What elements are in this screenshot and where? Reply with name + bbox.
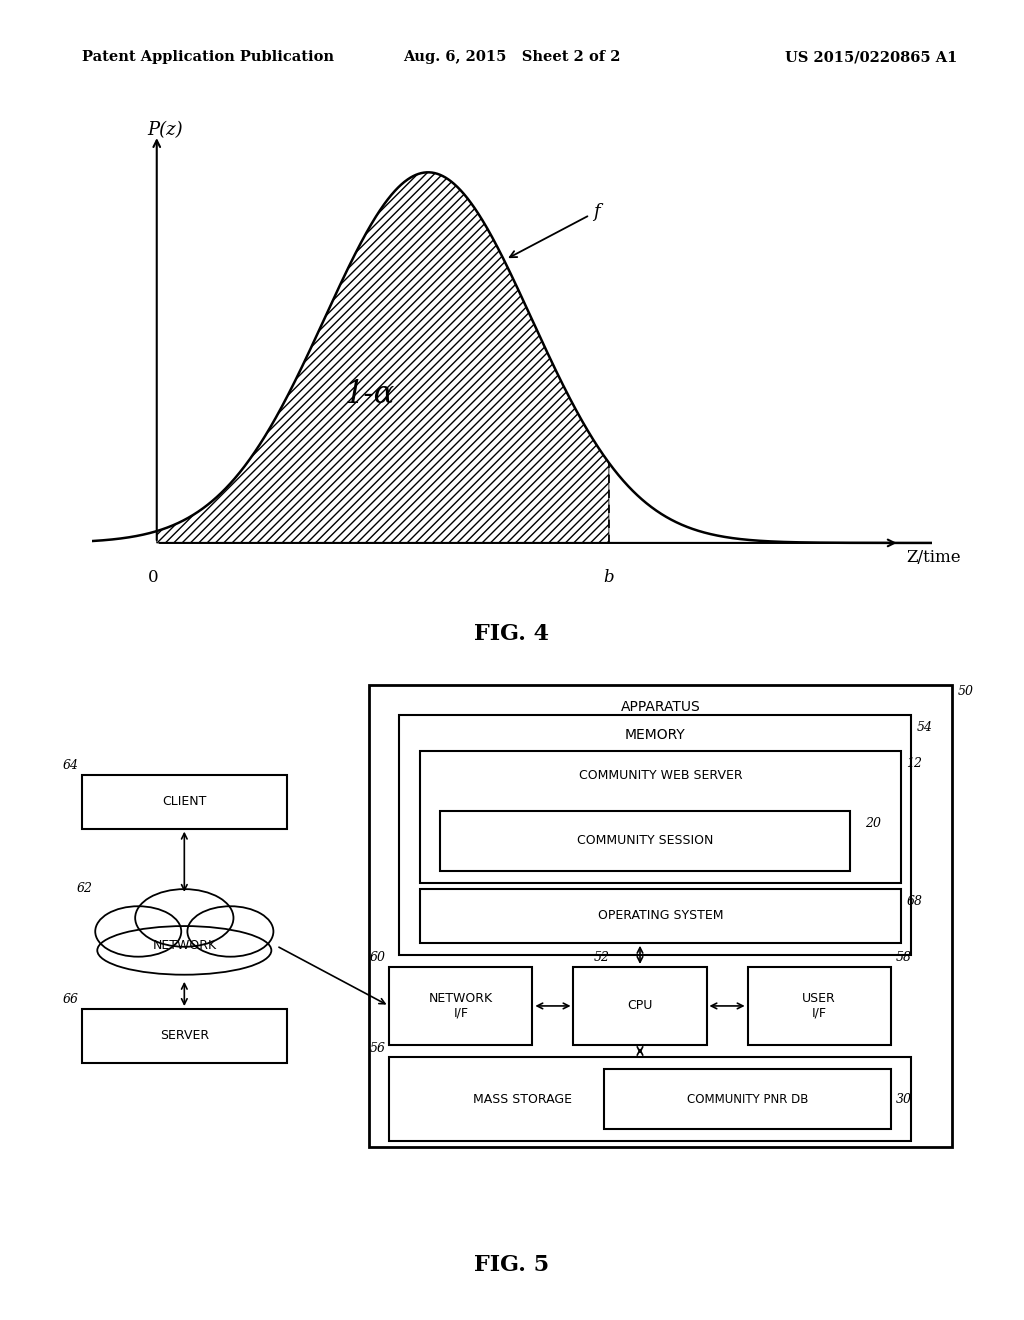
Text: Patent Application Publication: Patent Application Publication [82, 50, 334, 65]
Text: 58: 58 [896, 950, 912, 964]
Bar [82, 775, 287, 829]
Text: f: f [510, 203, 599, 257]
Text: 68: 68 [906, 895, 923, 908]
Text: 60: 60 [370, 950, 386, 964]
Bar [420, 888, 901, 942]
Text: Z/time: Z/time [906, 549, 961, 566]
Text: 54: 54 [916, 721, 933, 734]
Bar [748, 966, 891, 1045]
Text: USER
I/F: USER I/F [803, 991, 836, 1020]
Text: COMMUNITY WEB SERVER: COMMUNITY WEB SERVER [579, 768, 742, 781]
Bar [369, 685, 952, 1147]
Bar [604, 1069, 891, 1129]
Text: COMMUNITY PNR DB: COMMUNITY PNR DB [687, 1093, 808, 1106]
Text: 66: 66 [62, 993, 79, 1006]
Text: 20: 20 [865, 817, 882, 830]
Text: APPARATUS: APPARATUS [621, 700, 700, 714]
Text: 62: 62 [76, 882, 92, 895]
Text: NETWORK
I/F: NETWORK I/F [429, 991, 493, 1020]
Text: COMMUNITY SESSION: COMMUNITY SESSION [577, 834, 714, 847]
Text: 1-α: 1-α [345, 379, 395, 411]
Bar [389, 1057, 911, 1140]
Text: Aug. 6, 2015   Sheet 2 of 2: Aug. 6, 2015 Sheet 2 of 2 [403, 50, 621, 65]
Text: 30: 30 [896, 1093, 912, 1106]
Bar [573, 966, 707, 1045]
Text: 12: 12 [906, 756, 923, 770]
Circle shape [187, 907, 273, 957]
Text: OPERATING SYSTEM: OPERATING SYSTEM [598, 909, 723, 923]
Text: FIG. 4: FIG. 4 [474, 623, 550, 645]
Text: 64: 64 [62, 759, 79, 772]
Text: US 2015/0220865 A1: US 2015/0220865 A1 [785, 50, 957, 65]
Text: CLIENT: CLIENT [162, 795, 207, 808]
Text: NETWORK: NETWORK [153, 940, 216, 952]
Bar [420, 751, 901, 883]
Text: 0: 0 [148, 569, 159, 586]
Circle shape [95, 907, 181, 957]
Bar [389, 966, 532, 1045]
Text: MEMORY: MEMORY [625, 727, 686, 742]
Text: P(z): P(z) [147, 121, 182, 139]
Text: 50: 50 [957, 685, 974, 697]
Text: MASS STORAGE: MASS STORAGE [473, 1093, 571, 1106]
Circle shape [135, 890, 233, 946]
Text: b: b [603, 569, 614, 586]
Bar [440, 810, 850, 871]
Bar [399, 714, 911, 954]
Text: 52: 52 [594, 950, 610, 964]
Ellipse shape [97, 927, 271, 974]
Text: FIG. 5: FIG. 5 [474, 1254, 550, 1276]
Text: CPU: CPU [628, 999, 652, 1012]
Text: 56: 56 [370, 1043, 386, 1055]
Bar [82, 1008, 287, 1063]
Text: SERVER: SERVER [160, 1030, 209, 1043]
